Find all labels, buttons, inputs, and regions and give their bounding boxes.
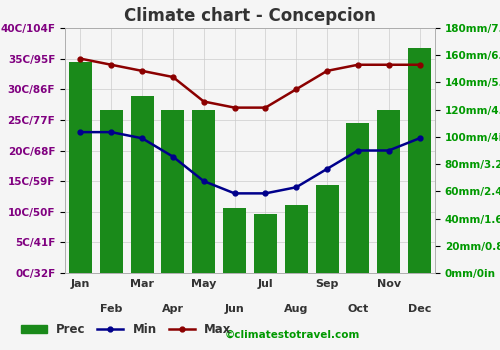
Text: Jun: Jun <box>224 303 244 314</box>
Bar <box>100 110 123 273</box>
Text: Aug: Aug <box>284 303 308 314</box>
Text: Feb: Feb <box>100 303 122 314</box>
Bar <box>162 110 184 273</box>
Text: Dec: Dec <box>408 303 432 314</box>
Title: Climate chart - Concepcion: Climate chart - Concepcion <box>124 7 376 25</box>
Bar <box>223 208 246 273</box>
Bar <box>69 62 92 273</box>
Bar <box>408 48 431 273</box>
Text: Oct: Oct <box>348 303 368 314</box>
Bar <box>130 96 154 273</box>
Bar <box>284 205 308 273</box>
Bar <box>254 215 277 273</box>
Bar <box>377 110 400 273</box>
Bar <box>192 110 216 273</box>
Legend: Prec, Min, Max: Prec, Min, Max <box>16 318 236 341</box>
Bar <box>346 123 370 273</box>
Text: Apr: Apr <box>162 303 184 314</box>
Text: ©climatestotravel.com: ©climatestotravel.com <box>225 329 360 340</box>
Bar <box>316 184 338 273</box>
